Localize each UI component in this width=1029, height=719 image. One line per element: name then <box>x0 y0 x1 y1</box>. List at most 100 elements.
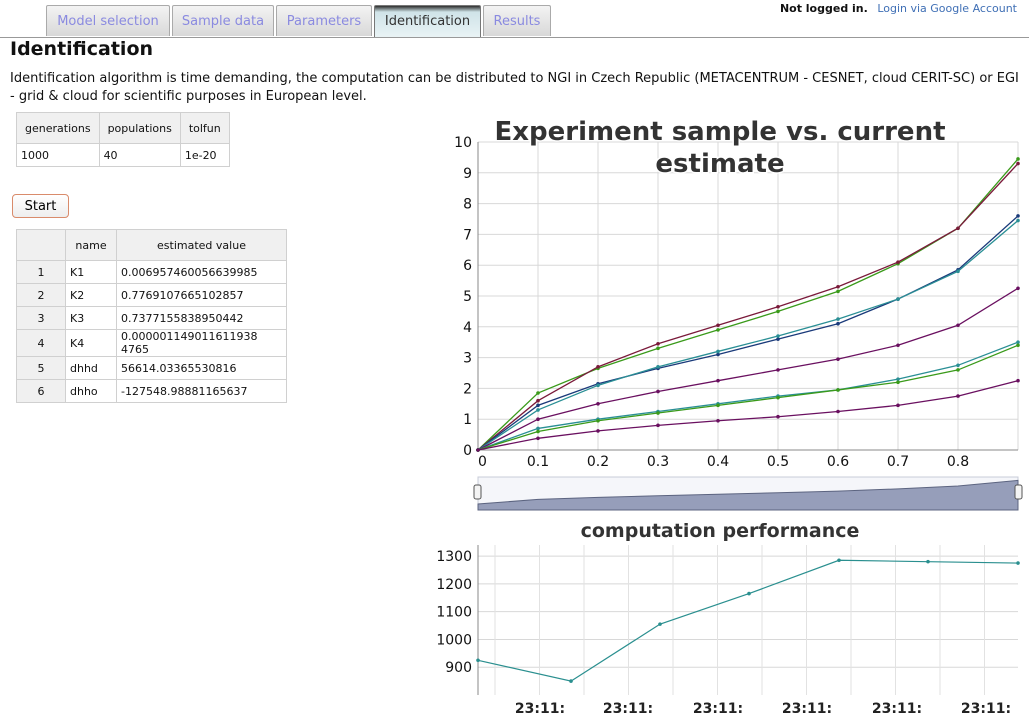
data-point <box>569 679 573 683</box>
navigator-left-handle[interactable] <box>473 484 482 500</box>
y-tick-label: 1200 <box>436 577 472 593</box>
param-name: dhho <box>65 379 117 403</box>
data-point <box>776 395 780 400</box>
x-tick-label: 0 <box>478 454 487 470</box>
data-point <box>896 343 900 348</box>
data-point <box>536 408 540 412</box>
y-tick-label: 4 <box>463 320 472 336</box>
populations-value[interactable]: 40 <box>98 143 181 167</box>
y-tick-label: 1000 <box>436 632 472 648</box>
x-tick-label: 23:11: <box>515 701 565 717</box>
param-value: 0.7769107665102857 <box>116 283 287 307</box>
data-point <box>536 426 540 431</box>
table-row: 6 dhho -127548.98881165637 <box>16 379 287 403</box>
y-tick-label: 1 <box>463 412 472 428</box>
data-point <box>896 260 900 264</box>
series-line <box>477 215 1019 451</box>
page-description: Identification algorithm is time demandi… <box>10 71 1019 104</box>
data-point <box>536 391 540 395</box>
param-value: 0.006957460056639985 <box>116 260 287 284</box>
data-point <box>476 658 480 663</box>
y-tick-label: 10 <box>454 135 472 151</box>
data-point <box>716 349 720 354</box>
data-point <box>776 414 780 419</box>
data-point <box>476 448 480 452</box>
y-tick-label: 1100 <box>436 605 472 621</box>
data-point <box>716 403 720 408</box>
start-button[interactable]: Start <box>12 194 69 218</box>
x-tick-label: 0.7 <box>887 454 909 470</box>
y-tick-label: 3 <box>463 351 472 367</box>
x-tick-label: 0.1 <box>527 454 549 470</box>
params-header-generations: generations <box>16 112 100 144</box>
row-index: 4 <box>16 329 66 357</box>
data-point <box>596 383 600 388</box>
login-area: Not logged in. Login via Google Account <box>780 2 1017 15</box>
param-name: K2 <box>65 283 117 307</box>
data-point <box>536 429 540 434</box>
y-tick-label: 2 <box>463 381 472 397</box>
params-header-populations: populations <box>98 112 181 144</box>
x-tick-label: 23:11: <box>872 701 922 717</box>
tab-identification[interactable]: Identification <box>374 5 481 37</box>
chart-title: computation performance <box>581 520 860 542</box>
x-tick-label: 0.3 <box>647 454 669 470</box>
param-name: K1 <box>65 260 117 284</box>
y-tick-label: 1300 <box>436 549 472 565</box>
param-value: 0.7377155838950442 <box>116 306 287 330</box>
x-tick-label: 23:11: <box>782 701 832 717</box>
param-value: 0.000001149011611938​4765 <box>116 329 287 357</box>
data-point <box>896 403 900 408</box>
series-line <box>477 287 1019 451</box>
data-point <box>836 321 840 326</box>
tolfun-value[interactable]: 1e-20 <box>179 143 230 167</box>
params-value-row: 1000 40 1e-20 <box>16 143 230 167</box>
series-line <box>477 163 1019 451</box>
google-login-link[interactable]: Login via Google Account <box>877 2 1017 15</box>
series-line <box>477 380 1019 451</box>
data-point <box>716 352 720 357</box>
table-row: 2 K2 0.7769107665102857 <box>16 283 287 307</box>
row-index: 2 <box>16 283 66 307</box>
params-header-tolfun: tolfun <box>179 112 230 144</box>
data-point <box>956 269 960 274</box>
performance-line <box>477 559 1019 682</box>
row-index: 5 <box>16 356 66 380</box>
navigator-area <box>477 479 1019 511</box>
data-point <box>836 409 840 414</box>
data-point <box>776 337 780 341</box>
data-point <box>596 429 600 433</box>
data-point <box>1016 218 1020 223</box>
results-header-value: estimated value <box>116 229 287 261</box>
chart-title: Experiment sample vs. current estimate <box>494 117 945 179</box>
data-point <box>1016 161 1020 166</box>
tab-parameters[interactable]: Parameters <box>276 5 372 36</box>
x-tick-label: 0.5 <box>767 454 789 470</box>
page-title: Identification <box>10 38 154 60</box>
data-point <box>656 341 660 346</box>
data-point <box>896 377 900 381</box>
row-index: 6 <box>16 379 66 403</box>
data-point <box>1016 378 1020 383</box>
data-point <box>596 365 600 369</box>
series-line <box>477 344 1019 451</box>
tab-bar: Model selection Sample data Parameters I… <box>0 0 1029 38</box>
results-header-name: name <box>65 229 117 261</box>
data-point <box>1016 343 1020 348</box>
data-point <box>716 328 720 332</box>
tab-sample-data[interactable]: Sample data <box>172 5 274 36</box>
x-tick-label: 23:11: <box>961 701 1011 717</box>
param-name: K3 <box>65 306 117 330</box>
data-point <box>836 357 840 361</box>
tab-results[interactable]: Results <box>483 5 551 36</box>
y-tick-label: 8 <box>463 197 472 213</box>
navigator-right-handle[interactable] <box>1014 484 1023 500</box>
table-row: 5 dhhd 56614.03365530816 <box>16 356 287 380</box>
params-table: generations populations tolfun 1000 40 1… <box>16 112 230 167</box>
tab-model-selection[interactable]: Model selection <box>46 5 170 36</box>
data-point <box>656 411 660 415</box>
generations-value[interactable]: 1000 <box>16 143 100 167</box>
series-line <box>477 158 1019 451</box>
data-point <box>658 622 662 626</box>
series-line <box>477 220 1019 451</box>
